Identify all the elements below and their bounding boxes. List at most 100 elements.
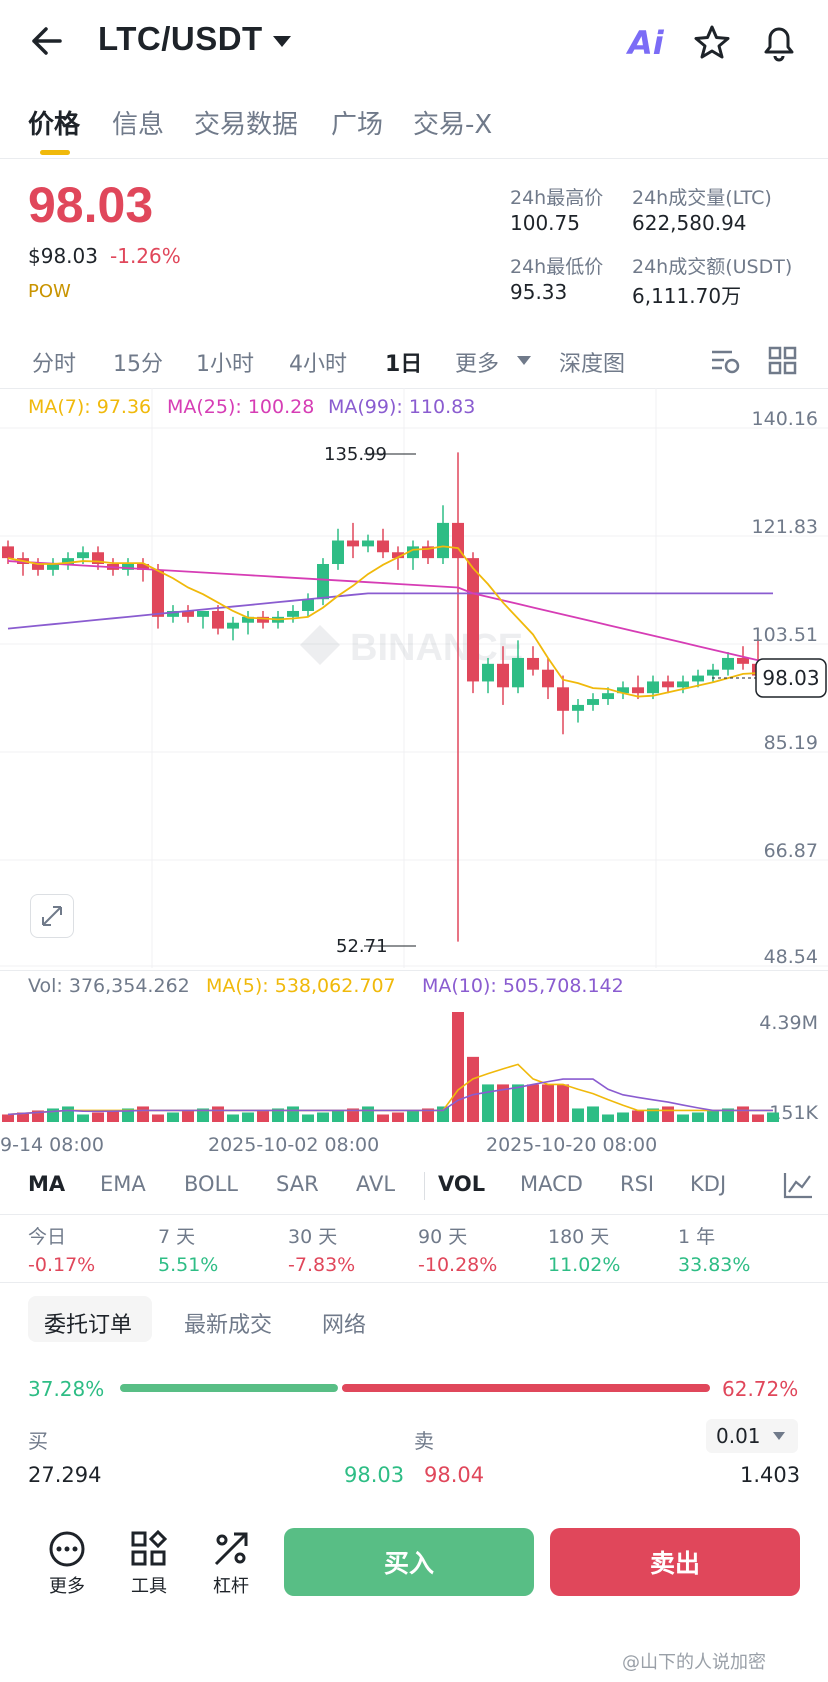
volume-bar bbox=[107, 1110, 119, 1122]
candle-body bbox=[497, 663, 509, 688]
interval-time[interactable]: 分时 bbox=[32, 352, 77, 377]
candle-body bbox=[662, 681, 674, 688]
step-selector[interactable]: 0.01 bbox=[706, 1419, 798, 1453]
grid-layout-icon[interactable] bbox=[768, 346, 798, 376]
tab-square[interactable]: 广场 bbox=[331, 110, 384, 140]
ask-price: 98.04 bbox=[424, 1463, 485, 1487]
pow-tag[interactable]: POW bbox=[28, 281, 71, 302]
ind-rsi[interactable]: RSI bbox=[620, 1172, 655, 1196]
candle-body bbox=[377, 540, 389, 553]
candle-body bbox=[242, 616, 254, 623]
star-icon[interactable] bbox=[693, 24, 731, 60]
tools-icon[interactable] bbox=[130, 1530, 168, 1568]
candlestick-chart[interactable]: BINANCE 135.99 52.71 98.03 bbox=[0, 388, 828, 968]
back-arrow-icon[interactable] bbox=[30, 26, 64, 56]
y-tick: 103.51 bbox=[751, 624, 818, 646]
volume-bar bbox=[392, 1112, 404, 1122]
tools-label[interactable]: 工具 bbox=[131, 1576, 167, 1597]
volume-bar bbox=[452, 1012, 464, 1122]
volume-bar bbox=[422, 1108, 434, 1122]
volume-bar bbox=[167, 1112, 179, 1122]
tab-latest-trades[interactable]: 最新成交 bbox=[184, 1313, 273, 1338]
volume-bar bbox=[347, 1108, 359, 1122]
tab-trade-x[interactable]: 交易-X bbox=[413, 110, 493, 140]
x-tick: 9-14 08:00 bbox=[0, 1134, 104, 1156]
y-tick: 85.19 bbox=[763, 732, 818, 754]
candle-body bbox=[47, 563, 59, 570]
candle-body bbox=[527, 657, 539, 670]
candle-body bbox=[617, 687, 629, 694]
tab-info[interactable]: 信息 bbox=[112, 110, 165, 140]
vol-usdt-value: 6,111.70万 bbox=[632, 284, 742, 308]
vol-ltc-value: 622,580.94 bbox=[632, 211, 747, 235]
candle-body bbox=[542, 669, 554, 688]
candle-body bbox=[227, 622, 239, 629]
depth-chart-tab[interactable]: 深度图 bbox=[559, 352, 626, 377]
ma25-legend: MA(25): 100.28 bbox=[167, 396, 315, 418]
more-icon[interactable] bbox=[48, 1530, 86, 1568]
pair-title[interactable]: LTC/USDT bbox=[98, 20, 263, 57]
interval-1h[interactable]: 1小时 bbox=[196, 352, 254, 377]
interval-15m[interactable]: 15分 bbox=[113, 352, 163, 377]
volume-bar bbox=[437, 1106, 449, 1122]
candle-body bbox=[407, 546, 419, 559]
chart-settings-icon[interactable] bbox=[710, 346, 740, 376]
low-label: 24h最低价 bbox=[510, 256, 604, 278]
volume-bar bbox=[122, 1108, 134, 1122]
volume-bar bbox=[482, 1084, 494, 1122]
candle-body bbox=[737, 657, 749, 664]
volume-bar bbox=[272, 1108, 284, 1122]
ma99-legend: MA(99): 110.83 bbox=[328, 396, 476, 418]
interval-4h[interactable]: 4小时 bbox=[289, 352, 347, 377]
volume-bar bbox=[377, 1114, 389, 1122]
candle-body bbox=[452, 522, 464, 559]
tab-price[interactable]: 价格 bbox=[28, 110, 81, 140]
ind-ma[interactable]: MA bbox=[28, 1172, 66, 1196]
current-price-text: 98.03 bbox=[762, 666, 819, 690]
volume-chart[interactable] bbox=[0, 1000, 828, 1126]
more-label[interactable]: 更多 bbox=[49, 1576, 85, 1597]
ind-sar[interactable]: SAR bbox=[276, 1172, 319, 1196]
volume-bar bbox=[602, 1114, 614, 1122]
expand-icon bbox=[42, 906, 62, 926]
price-change: -1.26% bbox=[110, 244, 181, 268]
interval-1d[interactable]: 1日 bbox=[385, 352, 423, 377]
volume-bar bbox=[212, 1106, 224, 1122]
sell-button[interactable]: 卖出 bbox=[550, 1528, 800, 1596]
tab-orders[interactable]: 委托订单 bbox=[44, 1313, 133, 1338]
interval-more[interactable]: 更多 bbox=[455, 352, 500, 377]
more-caret-icon[interactable] bbox=[516, 355, 532, 366]
leverage-label[interactable]: 杠杆 bbox=[213, 1576, 249, 1597]
volume-bar bbox=[182, 1110, 194, 1122]
perf-label: 30 天 bbox=[288, 1226, 338, 1248]
leverage-icon[interactable] bbox=[212, 1530, 250, 1568]
ind-vol[interactable]: VOL bbox=[438, 1172, 486, 1196]
candle-body bbox=[197, 610, 209, 617]
fullscreen-button[interactable] bbox=[30, 894, 74, 938]
bell-icon[interactable] bbox=[760, 22, 798, 62]
perf-value: 33.83% bbox=[678, 1254, 751, 1276]
watermark-text: BINANCE bbox=[350, 627, 523, 669]
chevron-down-icon[interactable] bbox=[272, 35, 292, 49]
volume-bar bbox=[407, 1110, 419, 1122]
chart-line-icon[interactable] bbox=[782, 1170, 814, 1200]
watermark-logo: BINANCE bbox=[300, 625, 523, 669]
tab-network[interactable]: 网络 bbox=[322, 1313, 367, 1338]
tab-orders-bg[interactable] bbox=[28, 1296, 152, 1342]
perf-label: 1 年 bbox=[678, 1226, 716, 1248]
ind-kdj[interactable]: KDJ bbox=[690, 1172, 727, 1196]
ai-icon[interactable]: Ai bbox=[628, 24, 664, 62]
buy-button[interactable]: 买入 bbox=[284, 1528, 534, 1596]
volume-bar bbox=[332, 1110, 344, 1122]
ind-avl[interactable]: AVL bbox=[356, 1172, 396, 1196]
ind-boll[interactable]: BOLL bbox=[184, 1172, 238, 1196]
candle-body bbox=[302, 599, 314, 611]
perf-label: 7 天 bbox=[158, 1226, 196, 1248]
volume-bar bbox=[302, 1114, 314, 1122]
ma7-legend: MA(7): 97.36 bbox=[28, 396, 152, 418]
tab-trade-data[interactable]: 交易数据 bbox=[194, 110, 299, 140]
main-tabs: 价格 信息 交易数据 广场 交易-X bbox=[0, 96, 828, 159]
ind-macd[interactable]: MACD bbox=[520, 1172, 583, 1196]
vol-usdt-label: 24h成交额(USDT) bbox=[632, 256, 793, 278]
ind-ema[interactable]: EMA bbox=[100, 1172, 146, 1196]
